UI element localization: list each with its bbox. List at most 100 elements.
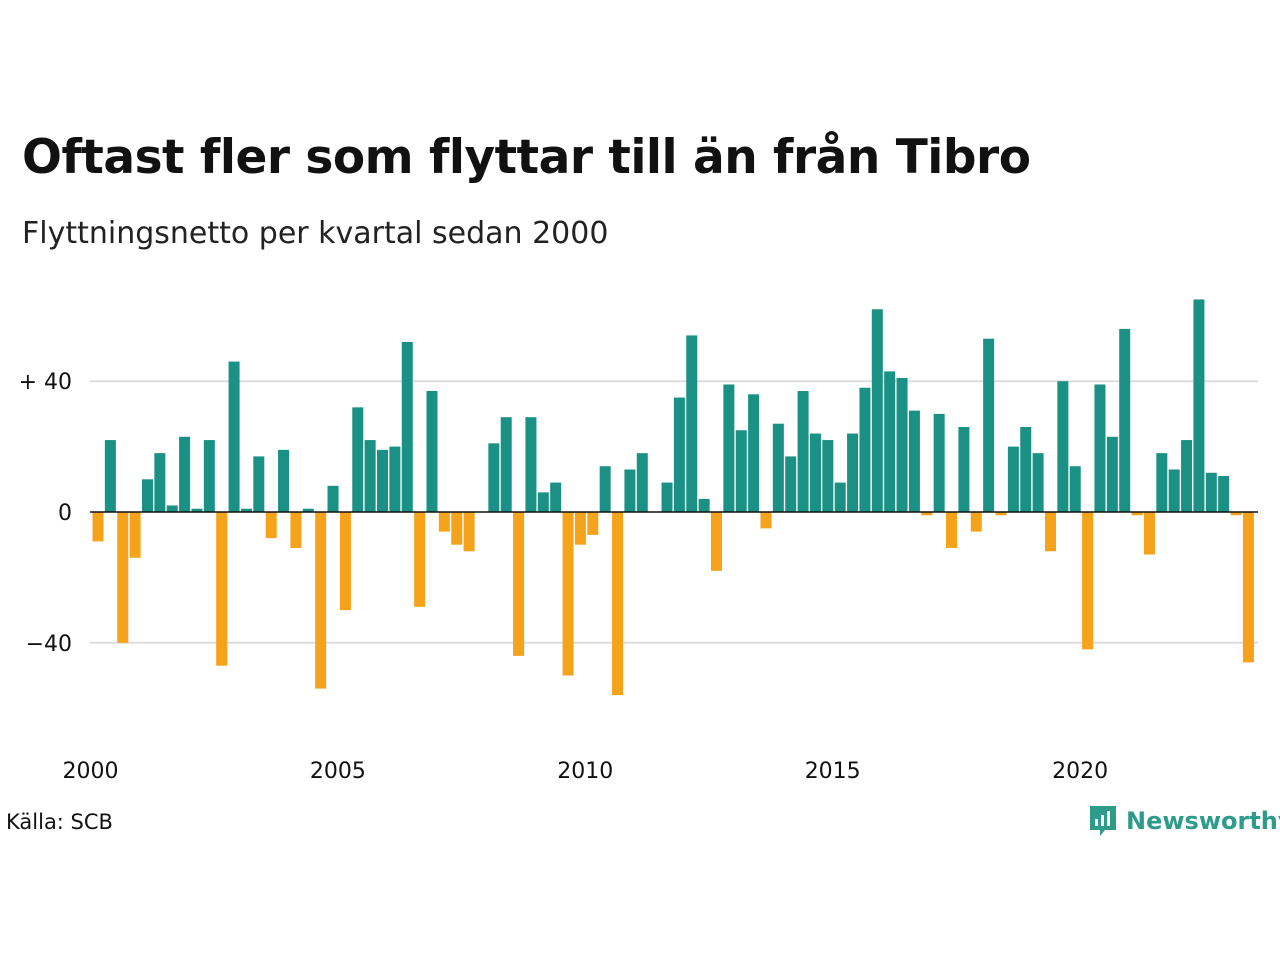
bar [104,440,116,512]
bar [735,430,747,512]
source-note: Källa: SCB [6,810,113,834]
bar [933,413,945,512]
bar [1181,440,1193,512]
bar [723,384,735,512]
bar [946,512,958,548]
bar [908,410,920,512]
bar [1044,512,1056,552]
bar [463,512,475,552]
bar [1032,453,1044,512]
bar [1156,453,1168,512]
bar [1205,472,1217,512]
bar [1193,299,1205,512]
bar [166,505,178,512]
bar [339,512,351,611]
bar [834,482,846,512]
bar [983,338,995,512]
bar [1230,512,1242,516]
bar [1131,512,1143,516]
bar [970,512,982,532]
bar [1082,512,1094,650]
chart-title: Oftast fler som flyttar till än från Tib… [22,130,1031,185]
bar [1020,426,1032,512]
bar [377,449,389,512]
bar [290,512,302,548]
bar [958,426,970,512]
bar [352,407,364,512]
bar [426,391,438,512]
bar [179,436,191,512]
x-tick-label: 2010 [557,759,613,784]
bar [884,371,896,512]
brand-logo: Newsworthy [1088,804,1280,838]
newsworthy-logo-icon [1090,806,1116,836]
bar [401,341,413,512]
bar [537,492,549,512]
bars [92,299,1254,696]
bar [92,512,104,542]
bar [1242,512,1254,663]
chart-subtitle: Flyttningsnetto per kvartal sedan 2000 [22,216,609,251]
bar [240,508,252,512]
bar [772,423,784,512]
bar [673,397,685,512]
bar [216,512,228,666]
x-tick-label: 2000 [63,759,119,784]
bar [451,512,463,545]
bar [1143,512,1155,555]
brand-name: Newsworthy [1126,807,1280,835]
bar [228,361,240,512]
bar [253,456,265,512]
bar [562,512,574,676]
bar [871,309,883,512]
bar [711,512,722,571]
bar [636,453,648,512]
bar [1069,466,1081,512]
bar [1106,436,1118,512]
y-axis-labels: + 40 0 −40 [19,370,72,657]
bar [500,417,512,512]
bar [327,485,339,512]
bar [154,453,166,512]
bar [1168,469,1180,512]
bar [1119,328,1131,512]
bar [525,417,537,512]
bar [315,512,327,689]
bar [117,512,129,643]
bar [141,479,153,512]
bar [686,335,698,512]
bar [191,508,203,512]
bar [822,440,834,512]
bar [129,512,141,558]
bar [389,446,401,512]
bar [785,456,797,512]
bar [847,433,859,512]
bar [265,512,277,539]
y-tick-label: + 40 [19,370,72,395]
x-tick-label: 2015 [805,759,861,784]
bar [364,440,376,512]
bar-chart: + 40 0 −40 2000 2005 2010 2015 2020 [19,299,1258,784]
bar [1007,446,1019,512]
x-tick-label: 2005 [310,759,366,784]
bar [599,466,611,512]
bar [661,482,673,512]
bar [513,512,525,656]
bar [921,512,933,516]
bar [859,387,871,512]
bar [438,512,450,532]
bar [698,498,710,512]
bar [574,512,586,545]
x-axis-labels: 2000 2005 2010 2015 2020 [63,759,1109,784]
bar [896,377,908,512]
bar [1094,384,1106,512]
bar [612,512,624,696]
bar [587,512,599,535]
bar [550,482,562,512]
bar [488,443,500,512]
bar [1057,381,1069,512]
bar [995,512,1007,516]
y-tick-label: −40 [26,632,72,657]
y-tick-label: 0 [58,501,72,526]
bar [414,512,426,607]
